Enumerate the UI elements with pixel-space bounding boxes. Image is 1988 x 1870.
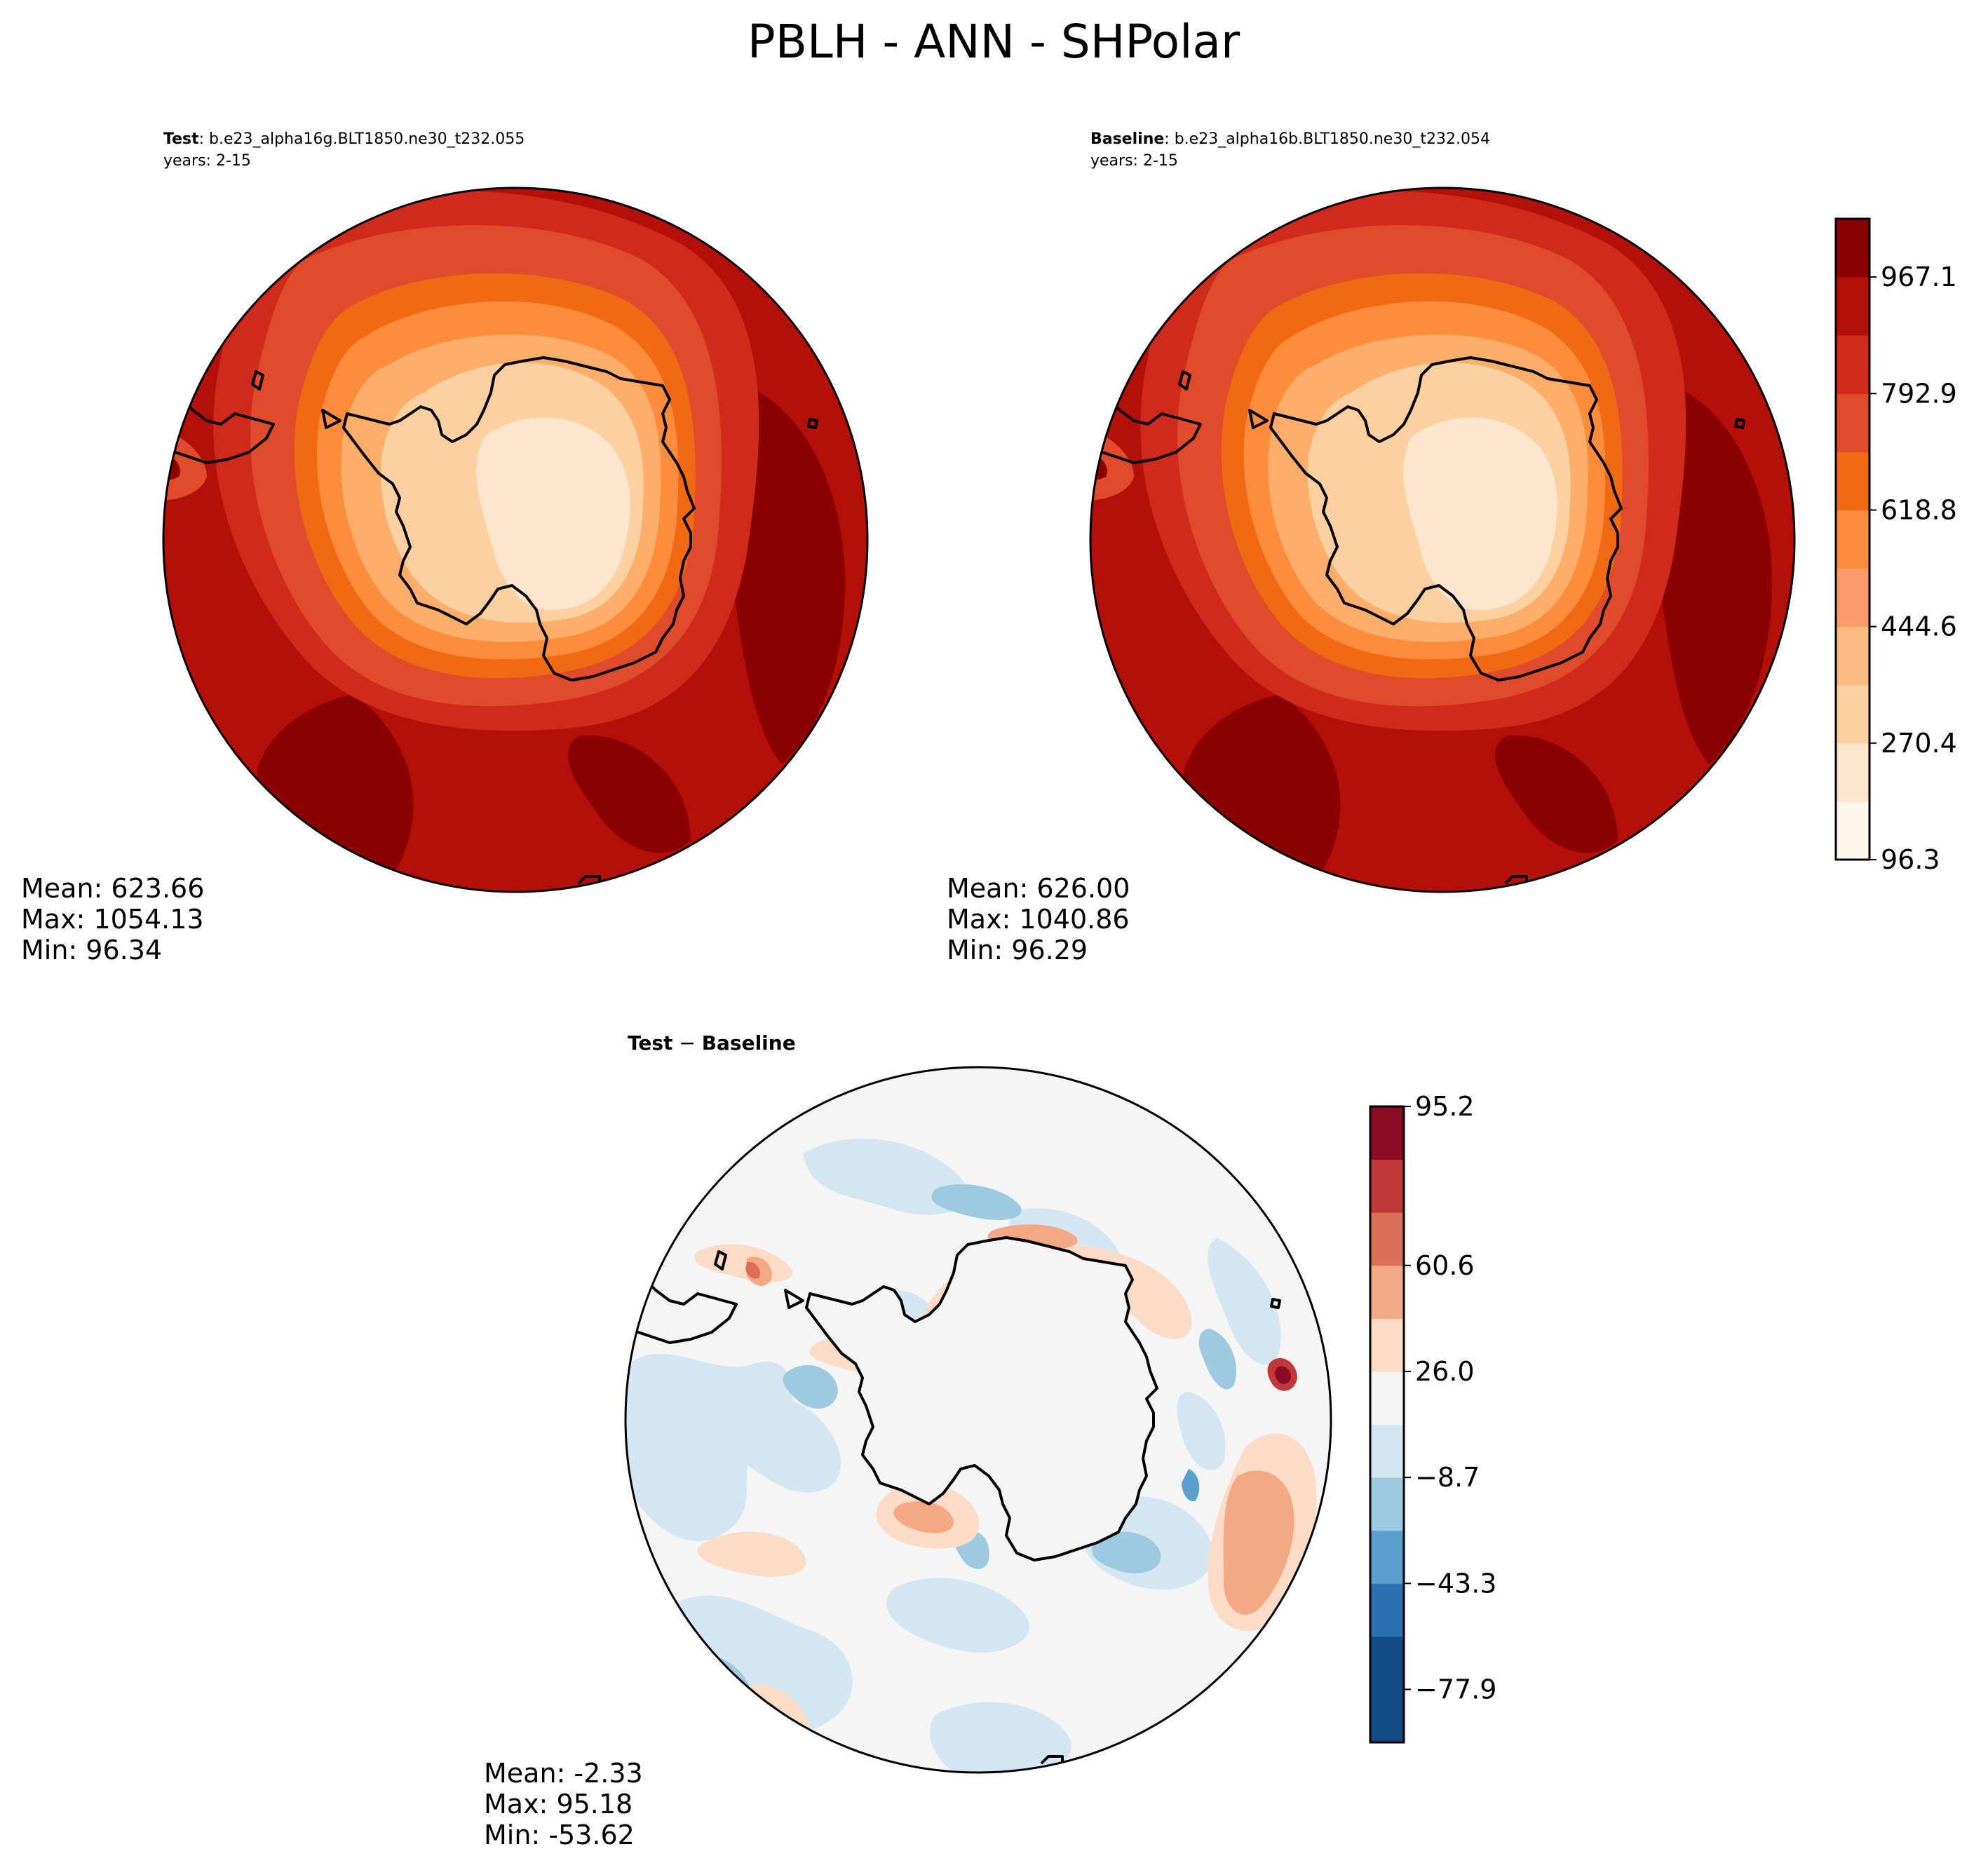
top-colorbar-segment (1836, 626, 1869, 686)
baseline-years: years: 2-15 (1090, 152, 1178, 170)
difference-colorbar-tick-label: −43.3 (1415, 1568, 1496, 1599)
top-colorbar-tick-label: 967.1 (1881, 262, 1957, 292)
baseline-south-america-coastline (1090, 384, 1202, 464)
top-colorbar-segment (1836, 452, 1869, 510)
top-colorbar-segment (1836, 510, 1869, 569)
test-stat-mean: Mean: 623.66 (21, 873, 204, 904)
difference-colorbar-frame (1369, 1105, 1405, 1744)
top-colorbar: 96.3 270.4 444.6 618.8 792.9 967.1 (1834, 217, 1957, 875)
baseline-panel-header: Baseline: b.e23_alpha16b.BLT1850.ne30_t2… (1090, 130, 1490, 148)
difference-colorbar-segment (1370, 1424, 1404, 1478)
test-stat-max: Max: 1054.13 (21, 904, 204, 935)
difference-colorbar-tick-label: 95.2 (1415, 1091, 1475, 1122)
difference-map-boundary (624, 1066, 1332, 1774)
baseline-stats: Mean: 626.00 Max: 1040.86 Min: 96.29 (947, 873, 1130, 966)
baseline-stat-max: Max: 1040.86 (947, 904, 1130, 935)
difference-title-sep: − (672, 1031, 701, 1055)
difference-stats: Mean: -2.33 Max: 95.18 Min: -53.62 (484, 1758, 643, 1850)
difference-colorbar-segment (1370, 1583, 1404, 1637)
difference-map-field (626, 1067, 1331, 1773)
top-colorbar-segment (1836, 277, 1869, 336)
top-colorbar-tick-label: 96.3 (1881, 844, 1940, 875)
test-stat-min: Min: 96.34 (21, 935, 162, 966)
top-colorbar-segment (1836, 393, 1869, 452)
top-colorbar-segment (1836, 219, 1869, 278)
difference-stat-mean: Mean: -2.33 (484, 1758, 643, 1789)
difference-panel: Test − Baseline (484, 1031, 1332, 1850)
difference-south-america-coastline (626, 1264, 738, 1344)
top-colorbar-segment (1836, 568, 1869, 628)
top-colorbar-segment (1836, 801, 1869, 860)
difference-colorbar-segment (1370, 1318, 1404, 1372)
difference-title-baseline: Baseline (702, 1031, 796, 1055)
test-antarctica-coastline (321, 356, 696, 682)
top-colorbar-tick-label: 444.6 (1881, 611, 1957, 642)
difference-colorbar-segment (1370, 1371, 1404, 1425)
baseline-name-bold: Baseline (1090, 130, 1164, 148)
test-map-boundary (162, 187, 869, 893)
figure-title: PBLH - ANN - SHPolar (748, 15, 1240, 69)
test-panel-header: Test: b.e23_alpha16g.BLT1850.ne30_t232.0… (163, 130, 525, 148)
top-colorbar-tick-label: 270.4 (1881, 728, 1957, 759)
top-colorbar-segment (1836, 743, 1869, 802)
difference-colorbar-tick-label: 60.6 (1415, 1250, 1475, 1281)
top-colorbar-tick-label: 618.8 (1881, 494, 1957, 525)
baseline-map-boundary (1089, 187, 1796, 893)
top-colorbar-segment (1836, 684, 1869, 744)
test-panel: Test: b.e23_alpha16g.BLT1850.ne30_t232.0… (21, 130, 869, 966)
difference-title-test: Test (628, 1031, 672, 1055)
difference-colorbar-segment (1370, 1636, 1404, 1690)
difference-colorbar-segment (1370, 1689, 1404, 1743)
difference-colorbar-tick-label: −77.9 (1415, 1674, 1496, 1705)
test-stats: Mean: 623.66 Max: 1054.13 Min: 96.34 (21, 873, 204, 966)
difference-colorbar-segment (1370, 1265, 1404, 1319)
difference-colorbar-segment (1370, 1530, 1404, 1584)
difference-stat-max: Max: 95.18 (484, 1789, 633, 1820)
test-name-rest: : b.e23_alpha16g.BLT1850.ne30_t232.055 (199, 130, 525, 148)
baseline-panel: Baseline: b.e23_alpha16b.BLT1850.ne30_t2… (947, 130, 1796, 966)
difference-colorbar-segment (1370, 1212, 1404, 1266)
test-name-bold: Test (163, 130, 199, 148)
difference-colorbar-segment (1370, 1477, 1404, 1531)
test-years: years: 2-15 (163, 152, 251, 170)
difference-colorbar: −77.9 −43.3 −8.7 26.0 60.6 95.2 (1369, 1091, 1496, 1744)
test-map-field (163, 188, 867, 892)
test-south-america-coastline (163, 384, 275, 464)
difference-colorbar-segment (1370, 1159, 1404, 1213)
baseline-stat-min: Min: 96.29 (947, 935, 1088, 966)
top-colorbar-tick-label: 792.9 (1881, 378, 1957, 409)
difference-colorbar-tick-label: 26.0 (1415, 1356, 1475, 1387)
difference-title: Test − Baseline (628, 1031, 796, 1055)
baseline-name-rest: : b.e23_alpha16b.BLT1850.ne30_t232.054 (1164, 130, 1490, 148)
baseline-antarctica-coastline (1248, 356, 1623, 682)
baseline-stat-mean: Mean: 626.00 (947, 873, 1130, 904)
top-colorbar-frame (1834, 217, 1871, 861)
baseline-map-field (1090, 188, 1794, 892)
difference-stat-min: Min: -53.62 (484, 1820, 635, 1850)
difference-antarctica-coastline (784, 1236, 1158, 1561)
top-colorbar-segment (1836, 335, 1869, 394)
difference-colorbar-segment (1370, 1106, 1404, 1160)
difference-colorbar-tick-label: −8.7 (1415, 1462, 1480, 1493)
